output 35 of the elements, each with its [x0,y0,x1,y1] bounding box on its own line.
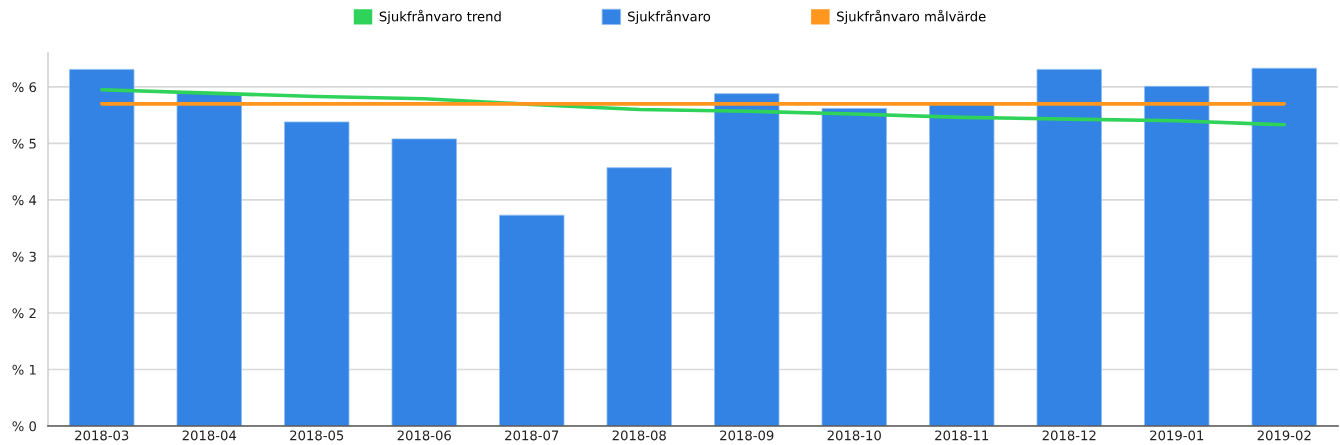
x-tick-label: 2018-12 [1042,430,1096,441]
y-tick-label: % 2 [12,308,36,319]
y-tick-label: % 4 [12,195,37,206]
y-tick-label: % 3 [12,251,36,262]
x-tick-label: 2018-03 [75,430,129,441]
x-tick-label: 2018-08 [612,430,666,441]
x-tick-label: 2018-05 [290,430,344,441]
legend-label: Sjukfrånvaro trend [379,9,501,24]
bar [714,93,780,426]
y-tick-label: % 1 [12,364,36,375]
y-tick-label: % 0 [12,421,37,432]
x-tick-label: 2018-06 [397,430,451,441]
bar [1144,85,1210,426]
x-tick-label: 2019-01 [1150,430,1204,441]
x-tick-label: 2018-04 [182,430,237,441]
bar [176,92,242,426]
x-tick-label: 2018-10 [827,430,881,441]
bar [929,104,995,426]
x-tick-label: 2019-02 [1257,430,1311,441]
bar [1036,68,1102,426]
x-tick-label: 2018-11 [935,430,989,441]
y-tick-label: % 5 [12,138,36,149]
y-tick-label: % 6 [12,82,37,93]
legend-label: Sjukfrånvaro målvärde [837,9,986,24]
bar [284,121,350,426]
bar [391,138,457,426]
bar [821,107,887,426]
bar [606,167,672,426]
bar [69,68,135,426]
x-tick-label: 2018-09 [720,430,774,441]
bar [1251,67,1317,426]
legend-label: Sjukfrånvaro [628,9,711,24]
bar [499,214,565,426]
line-series [99,87,1287,127]
x-tick-label: 2018-07 [505,430,559,441]
